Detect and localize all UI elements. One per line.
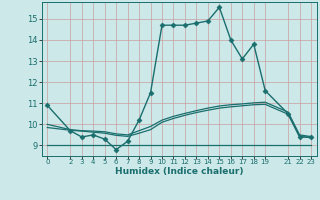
X-axis label: Humidex (Indice chaleur): Humidex (Indice chaleur) [115, 167, 244, 176]
